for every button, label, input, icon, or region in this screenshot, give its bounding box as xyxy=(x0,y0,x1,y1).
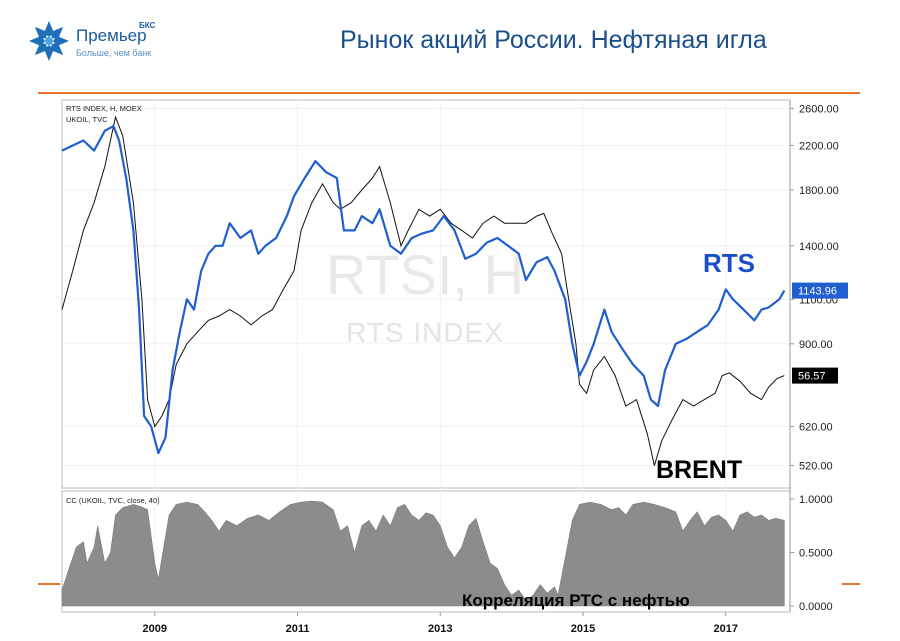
time-tick-label: 2013 xyxy=(428,623,452,635)
price-tick-label: 900.00 xyxy=(799,339,833,351)
rts-last-price-tag: 1143.96 xyxy=(792,282,848,299)
brent-line xyxy=(61,115,785,466)
brand-name: Премьер xyxy=(76,26,147,45)
symbol-label-ukoil: UKOIL, TVC xyxy=(66,115,108,124)
corr-tick-label: 0.0000 xyxy=(799,601,833,613)
correlation-indicator-label: CC (UKOIL, TVC, close, 40) xyxy=(66,496,160,505)
correlation-annotation: Корреляция РТС с нефтью xyxy=(462,591,690,610)
time-axis: 2009 2011 2013 2015 2017 xyxy=(143,612,738,635)
price-tick-label: 520.00 xyxy=(799,461,833,473)
symbol-label-rts: RTS INDEX, H, MOEX xyxy=(66,104,142,113)
right-divider-accent xyxy=(842,583,860,585)
time-tick-label: 2009 xyxy=(143,623,167,635)
brent-last-price-bg xyxy=(792,367,838,384)
watermark-name: RTS INDEX xyxy=(346,317,504,348)
chart-watermark: RTSI, H RTS INDEX xyxy=(326,243,524,348)
correlation-pane xyxy=(61,500,785,607)
rts-line xyxy=(61,124,786,455)
price-tick-label: 1400.00 xyxy=(799,241,839,253)
time-tick-label: 2011 xyxy=(286,623,310,635)
page-title: Рынок акций России. Нефтяная игла xyxy=(340,26,767,54)
title-divider xyxy=(38,92,860,94)
time-tick-label: 2015 xyxy=(571,623,595,635)
left-divider-accent xyxy=(38,583,60,585)
upper-pane xyxy=(61,115,786,466)
price-tick-label: 2600.00 xyxy=(799,103,839,115)
bks-logo[interactable]: Премьер БКС Больше, чем банк xyxy=(26,18,186,70)
corr-tick-label: 0.5000 xyxy=(799,548,833,560)
brent-last-price-tag: 56.57 xyxy=(792,367,838,384)
brand-tagline: Больше, чем банк xyxy=(76,48,152,58)
price-tick-label: 2200.00 xyxy=(799,140,839,152)
snowflake-logo-icon xyxy=(29,21,69,61)
price-tick-label: 620.00 xyxy=(799,422,833,434)
watermark-symbol: RTSI, H xyxy=(326,243,524,306)
rts-series-label: RTS xyxy=(703,248,755,278)
brand-superscript: БКС xyxy=(139,21,156,30)
correlation-area xyxy=(61,500,785,607)
rts-last-price-bg xyxy=(792,282,848,299)
corr-tick-label: 1.0000 xyxy=(799,494,833,506)
brent-last-price: 56.57 xyxy=(798,371,826,383)
price-axis: 2600.002200.001800.001400.001100.00900.0… xyxy=(789,100,839,613)
brent-series-label: BRENT xyxy=(656,456,742,484)
rts-last-price: 1143.96 xyxy=(798,286,837,298)
time-tick-label: 2017 xyxy=(714,623,738,635)
price-tick-label: 1800.00 xyxy=(799,185,839,197)
